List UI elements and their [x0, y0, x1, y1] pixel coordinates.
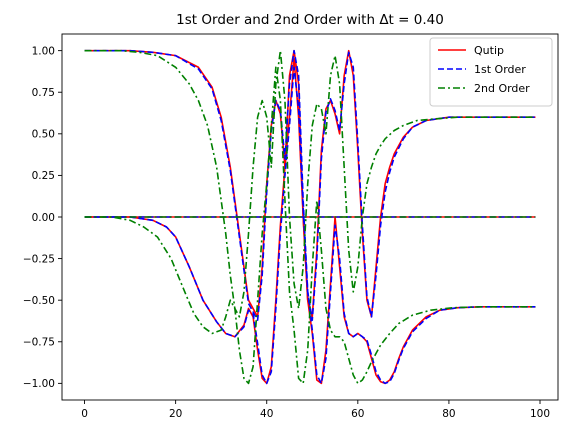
series-2nd-order	[84, 49, 536, 385]
y-tick-label: −1.00	[23, 378, 55, 390]
legend-label: 1st Order	[474, 63, 526, 76]
x-tick-label: 0	[81, 408, 88, 420]
y-tick-label: 1.00	[32, 45, 55, 57]
x-tick-label: 20	[169, 408, 182, 420]
series-line	[84, 66, 536, 385]
y-tick-label: −0.25	[23, 253, 55, 265]
legend-box	[429, 37, 553, 107]
x-tick-label: 100	[530, 408, 550, 420]
series-layer	[84, 49, 536, 385]
legend-label: Qutip	[474, 44, 504, 57]
y-tick-label: 0.75	[32, 87, 55, 99]
series-line	[84, 49, 536, 318]
series-line	[84, 49, 536, 321]
x-tick-label: 80	[442, 408, 455, 420]
legend-label: 2nd Order	[474, 82, 530, 95]
y-tick-label: 0.25	[32, 170, 55, 182]
y-tick-label: 0.50	[32, 129, 55, 141]
x-axis: 0 20 40 60 80 100	[81, 400, 550, 420]
y-tick-label: −0.50	[23, 295, 55, 307]
y-tick-label: −0.75	[23, 337, 55, 349]
series-line	[84, 66, 536, 385]
x-tick-label: 40	[260, 408, 273, 420]
legend: Qutip 1st Order 2nd Order	[429, 37, 553, 107]
y-tick-label: 0.00	[32, 212, 55, 224]
y-axis: −1.00 −0.75 −0.50 −0.25 0.00 0.25 0.50 0.75 1.00	[23, 45, 62, 390]
chart-title: 1st Order and 2nd Order with Δt = 0.40	[176, 12, 444, 28]
x-tick-label: 60	[351, 408, 364, 420]
